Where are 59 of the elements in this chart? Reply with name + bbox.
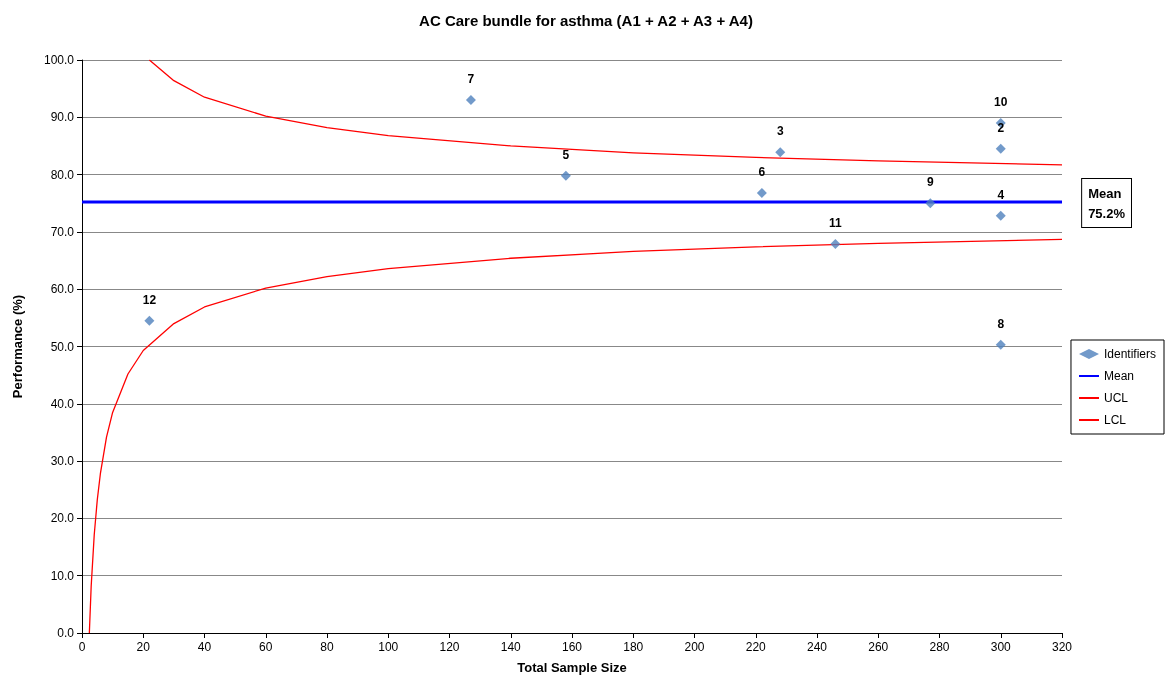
annotation: 10 xyxy=(994,95,1008,110)
y-tick-label: 50.0 xyxy=(50,339,75,354)
x-tick-label: 200 xyxy=(684,640,705,654)
point xyxy=(925,198,936,209)
x-tick-label: 240 xyxy=(806,640,828,654)
legend-label: Identifiers xyxy=(1103,347,1157,361)
x-tick-label: 100 xyxy=(378,640,399,654)
x-tick-label: 0 xyxy=(78,640,86,654)
annotation: 2 xyxy=(997,120,1005,135)
point xyxy=(756,187,767,198)
annotation: 4 xyxy=(997,187,1005,202)
point xyxy=(144,315,155,326)
legend-label: UCL xyxy=(1103,391,1129,405)
x-tick-label: 260 xyxy=(868,640,889,654)
annotation: 8 xyxy=(997,316,1005,331)
x-axis-title: Total Sample Size xyxy=(517,660,627,675)
y-axis-title: Performance (%) xyxy=(10,294,25,399)
y-tick-label: 10.0 xyxy=(50,568,75,583)
x-tick-label: 120 xyxy=(439,640,460,654)
y-tick-label: 20.0 xyxy=(50,511,75,526)
annotation: 6 xyxy=(758,164,766,179)
y-tick-label: 100.0 xyxy=(43,53,75,67)
x-tick-label: 160 xyxy=(561,640,583,654)
point xyxy=(560,170,571,181)
point xyxy=(995,143,1006,154)
point xyxy=(830,238,841,249)
x-tick-label: 320 xyxy=(1051,640,1073,654)
x-tick-label: 40 xyxy=(197,640,212,654)
y-tick-label: 30.0 xyxy=(50,454,75,469)
x-tick-label: 280 xyxy=(929,640,950,654)
x-tick-label: 220 xyxy=(745,640,767,654)
text: Mean 75.2% xyxy=(1088,185,1126,221)
x-tick-label: 140 xyxy=(500,640,522,654)
point xyxy=(995,210,1006,221)
x-tick-label: 20 xyxy=(136,640,151,654)
annotation: 7 xyxy=(467,72,475,87)
y-tick-label: 0.0 xyxy=(57,626,75,640)
annotation: 12 xyxy=(142,292,157,307)
y-tick-label: 70.0 xyxy=(50,224,75,239)
legend-label: LCL xyxy=(1103,413,1127,427)
point xyxy=(995,339,1006,350)
line-series xyxy=(88,238,1063,634)
x-tick-label: 60 xyxy=(259,640,273,654)
point xyxy=(775,147,786,158)
annotation: 9 xyxy=(926,175,934,190)
chart-title: AC Care bundle for asthma (A1 + A2 + A3 + A4) xyxy=(419,12,753,29)
x-tick-label: 180 xyxy=(623,640,644,654)
annotation: 5 xyxy=(562,147,570,162)
y-tick-label: 60.0 xyxy=(50,282,75,297)
legend-label: Mean xyxy=(1103,369,1135,383)
x-tick-label: 80 xyxy=(320,640,334,654)
annotation: 11 xyxy=(829,215,843,230)
y-tick-label: 40.0 xyxy=(50,396,75,411)
x-tick-label: 300 xyxy=(990,640,1012,654)
y-tick-label: 90.0 xyxy=(50,110,75,125)
annotation: 3 xyxy=(776,124,784,139)
line-series xyxy=(148,59,1063,166)
point xyxy=(465,95,476,106)
y-tick-label: 80.0 xyxy=(50,167,75,182)
